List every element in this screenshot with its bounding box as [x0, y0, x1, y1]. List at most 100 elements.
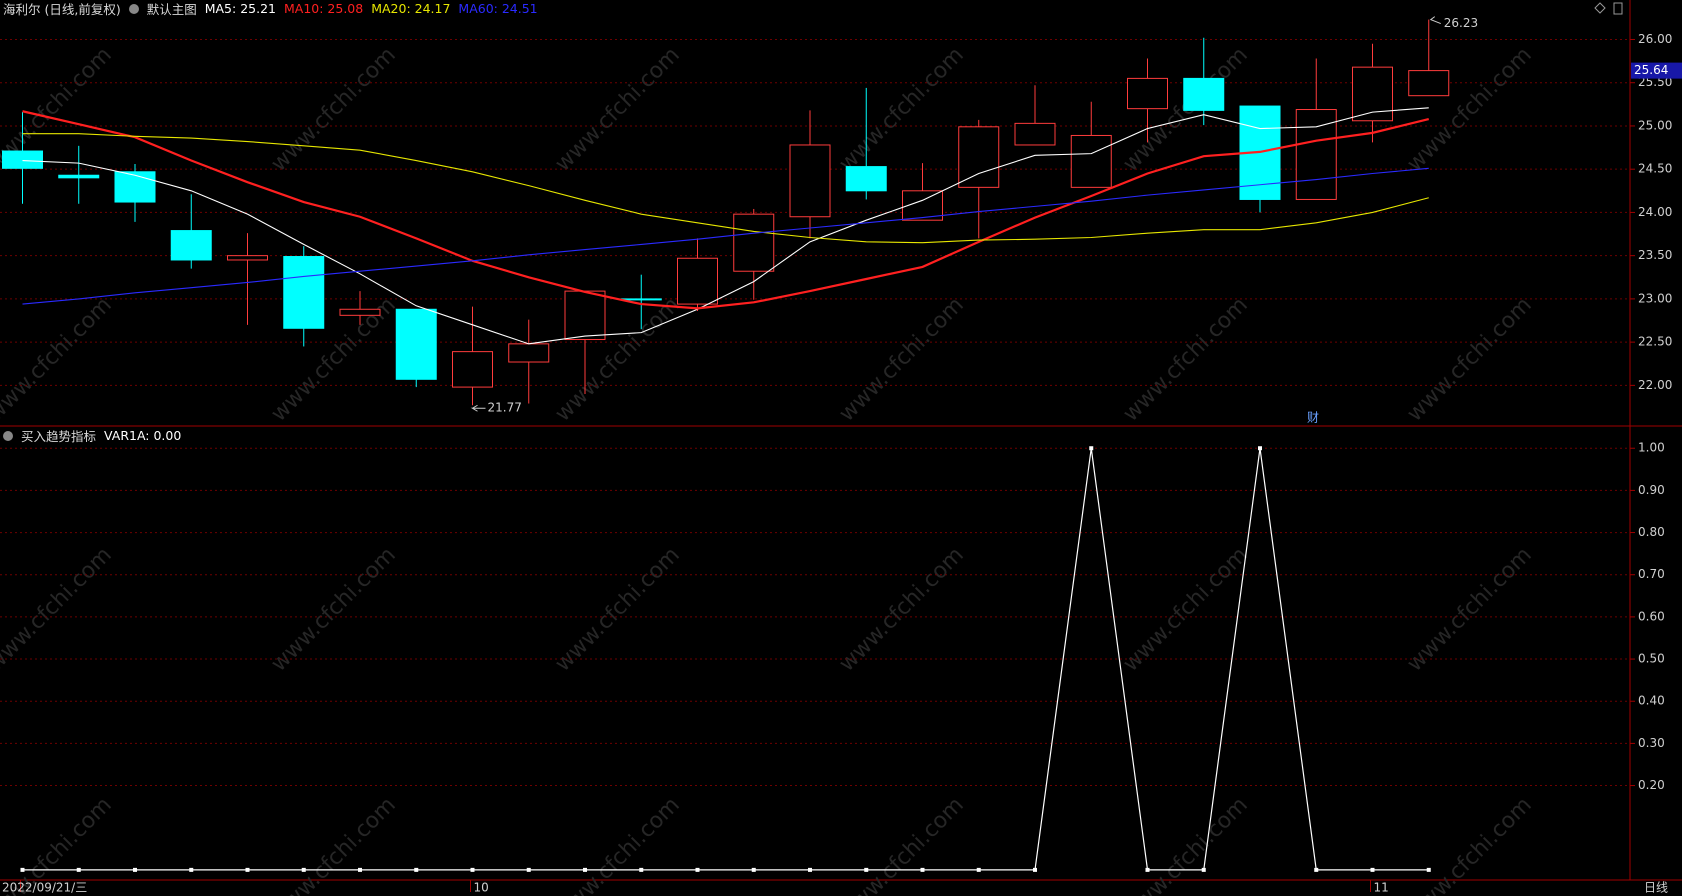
candle-body — [958, 126, 1000, 188]
candle-body — [227, 255, 268, 261]
y-tick-label: 25.00 — [1638, 118, 1672, 132]
y-tick-label: 24.00 — [1638, 205, 1672, 219]
point-marker — [1370, 867, 1375, 872]
y-tick-label: 26.00 — [1638, 32, 1672, 46]
point-marker — [245, 867, 250, 872]
high-arrow — [1429, 16, 1441, 25]
y-tick-label: 0.60 — [1638, 609, 1665, 623]
candle-body — [339, 308, 381, 316]
watermark: www.cfchi.com — [834, 542, 968, 676]
indicator-header: 买入趋势指标 VAR1A: 0.00 — [3, 427, 181, 444]
point-marker — [1258, 446, 1262, 451]
candle-body — [1352, 66, 1393, 122]
candle-body — [283, 256, 325, 329]
y-tick-label: 22.50 — [1638, 335, 1672, 349]
y-tick-label: 0.70 — [1638, 567, 1665, 581]
candle-body — [564, 290, 606, 341]
watermark: www.cfchi.com — [834, 292, 968, 426]
watermark: www.cfchi.com — [1118, 292, 1252, 426]
low-arrow — [470, 404, 486, 412]
watermark: www.cfchi.com — [550, 542, 684, 676]
x-tick-label: 10 — [474, 881, 489, 895]
point-marker — [976, 867, 981, 872]
point-marker — [526, 867, 531, 872]
x-tick-label: 11 — [1374, 881, 1389, 895]
watermark: www.cfchi.com — [0, 542, 117, 676]
watermark: www.cfchi.com — [550, 42, 684, 176]
y-tick-label: 23.50 — [1638, 248, 1672, 262]
point-marker — [808, 867, 812, 872]
legend-entry: MA10: 25.08 — [283, 1, 364, 16]
point-marker — [639, 867, 644, 872]
indicator-title: 买入趋势指标 — [21, 429, 97, 444]
point-marker — [583, 867, 587, 872]
point-marker — [414, 867, 419, 872]
y-tick-label: 0.90 — [1638, 483, 1665, 497]
watermark: www.cfchi.com — [834, 42, 968, 176]
candle-body — [452, 351, 493, 388]
price-box — [1631, 62, 1682, 79]
y-tick-label: 0.30 — [1638, 736, 1665, 750]
ma-line — [22, 448, 1429, 871]
ma-line — [22, 107, 1429, 345]
point-marker — [358, 867, 362, 872]
y-tick-label: 24.50 — [1638, 162, 1672, 176]
watermark: www.cfchi.com — [266, 542, 400, 676]
point-marker — [189, 867, 194, 872]
point-marker — [133, 867, 137, 872]
candle-body — [1014, 122, 1056, 146]
point-marker — [1145, 867, 1150, 872]
icon[interactable] — [1594, 2, 1606, 14]
current-price: 25.64 — [1634, 63, 1668, 77]
ma-line — [22, 133, 1429, 244]
y-tick-label: 0.50 — [1638, 652, 1665, 666]
candle-body — [395, 308, 437, 380]
point-marker — [76, 867, 81, 872]
candle-body — [114, 171, 156, 203]
point-marker — [1089, 446, 1094, 451]
point-marker — [1033, 867, 1037, 872]
candle-body — [733, 213, 775, 272]
point-marker — [695, 867, 700, 872]
high-label: 26.23 — [1444, 16, 1478, 30]
y-tick-label: 22.00 — [1638, 378, 1672, 392]
event-marker: 财 — [1307, 411, 1319, 425]
period-label: 日线 — [1644, 881, 1668, 895]
candle-body — [620, 298, 662, 301]
settings-icon[interactable] — [128, 3, 139, 14]
watermark: www.cfchi.com — [1402, 542, 1536, 676]
candle-body — [58, 174, 100, 179]
legend-entry: MA5: 25.21 — [204, 1, 276, 16]
icon[interactable] — [1613, 2, 1623, 15]
watermark: www.cfchi.com — [1402, 42, 1536, 176]
candle-body — [789, 144, 831, 218]
candle-body — [677, 257, 718, 305]
watermark: www.cfchi.com — [0, 292, 117, 426]
y-tick-label: 0.80 — [1638, 525, 1665, 539]
chart-title: 海利尔 (日线,前复权) — [3, 2, 121, 17]
candle-body — [845, 166, 887, 192]
point-marker — [301, 867, 306, 872]
point-marker — [920, 867, 925, 872]
candle-body — [1295, 109, 1337, 200]
point-marker — [864, 867, 869, 872]
y-tick-label: 0.20 — [1638, 778, 1665, 792]
candle-body — [508, 343, 550, 363]
candle-body — [1127, 77, 1168, 110]
point-marker — [751, 867, 756, 872]
candle-body — [170, 230, 212, 261]
point-marker — [20, 867, 25, 872]
x-tick-label: 2022/09/21/三 — [2, 881, 87, 895]
y-tick-label: 23.00 — [1638, 291, 1672, 305]
main-header: 海利尔 (日线,前复权) 默认主图 MA5: 25.21 MA10: 25.08 M… — [3, 0, 538, 17]
ma-line — [22, 167, 1429, 305]
y-tick-label: 1.00 — [1638, 441, 1665, 455]
settings-icon[interactable] — [3, 430, 13, 441]
legend-entry: MA20: 24.17 — [371, 1, 451, 16]
candle-body — [1070, 134, 1112, 188]
legend-entry: MA60: 24.51 — [458, 1, 538, 16]
candle-body — [1183, 77, 1225, 111]
point-marker — [1201, 867, 1206, 872]
